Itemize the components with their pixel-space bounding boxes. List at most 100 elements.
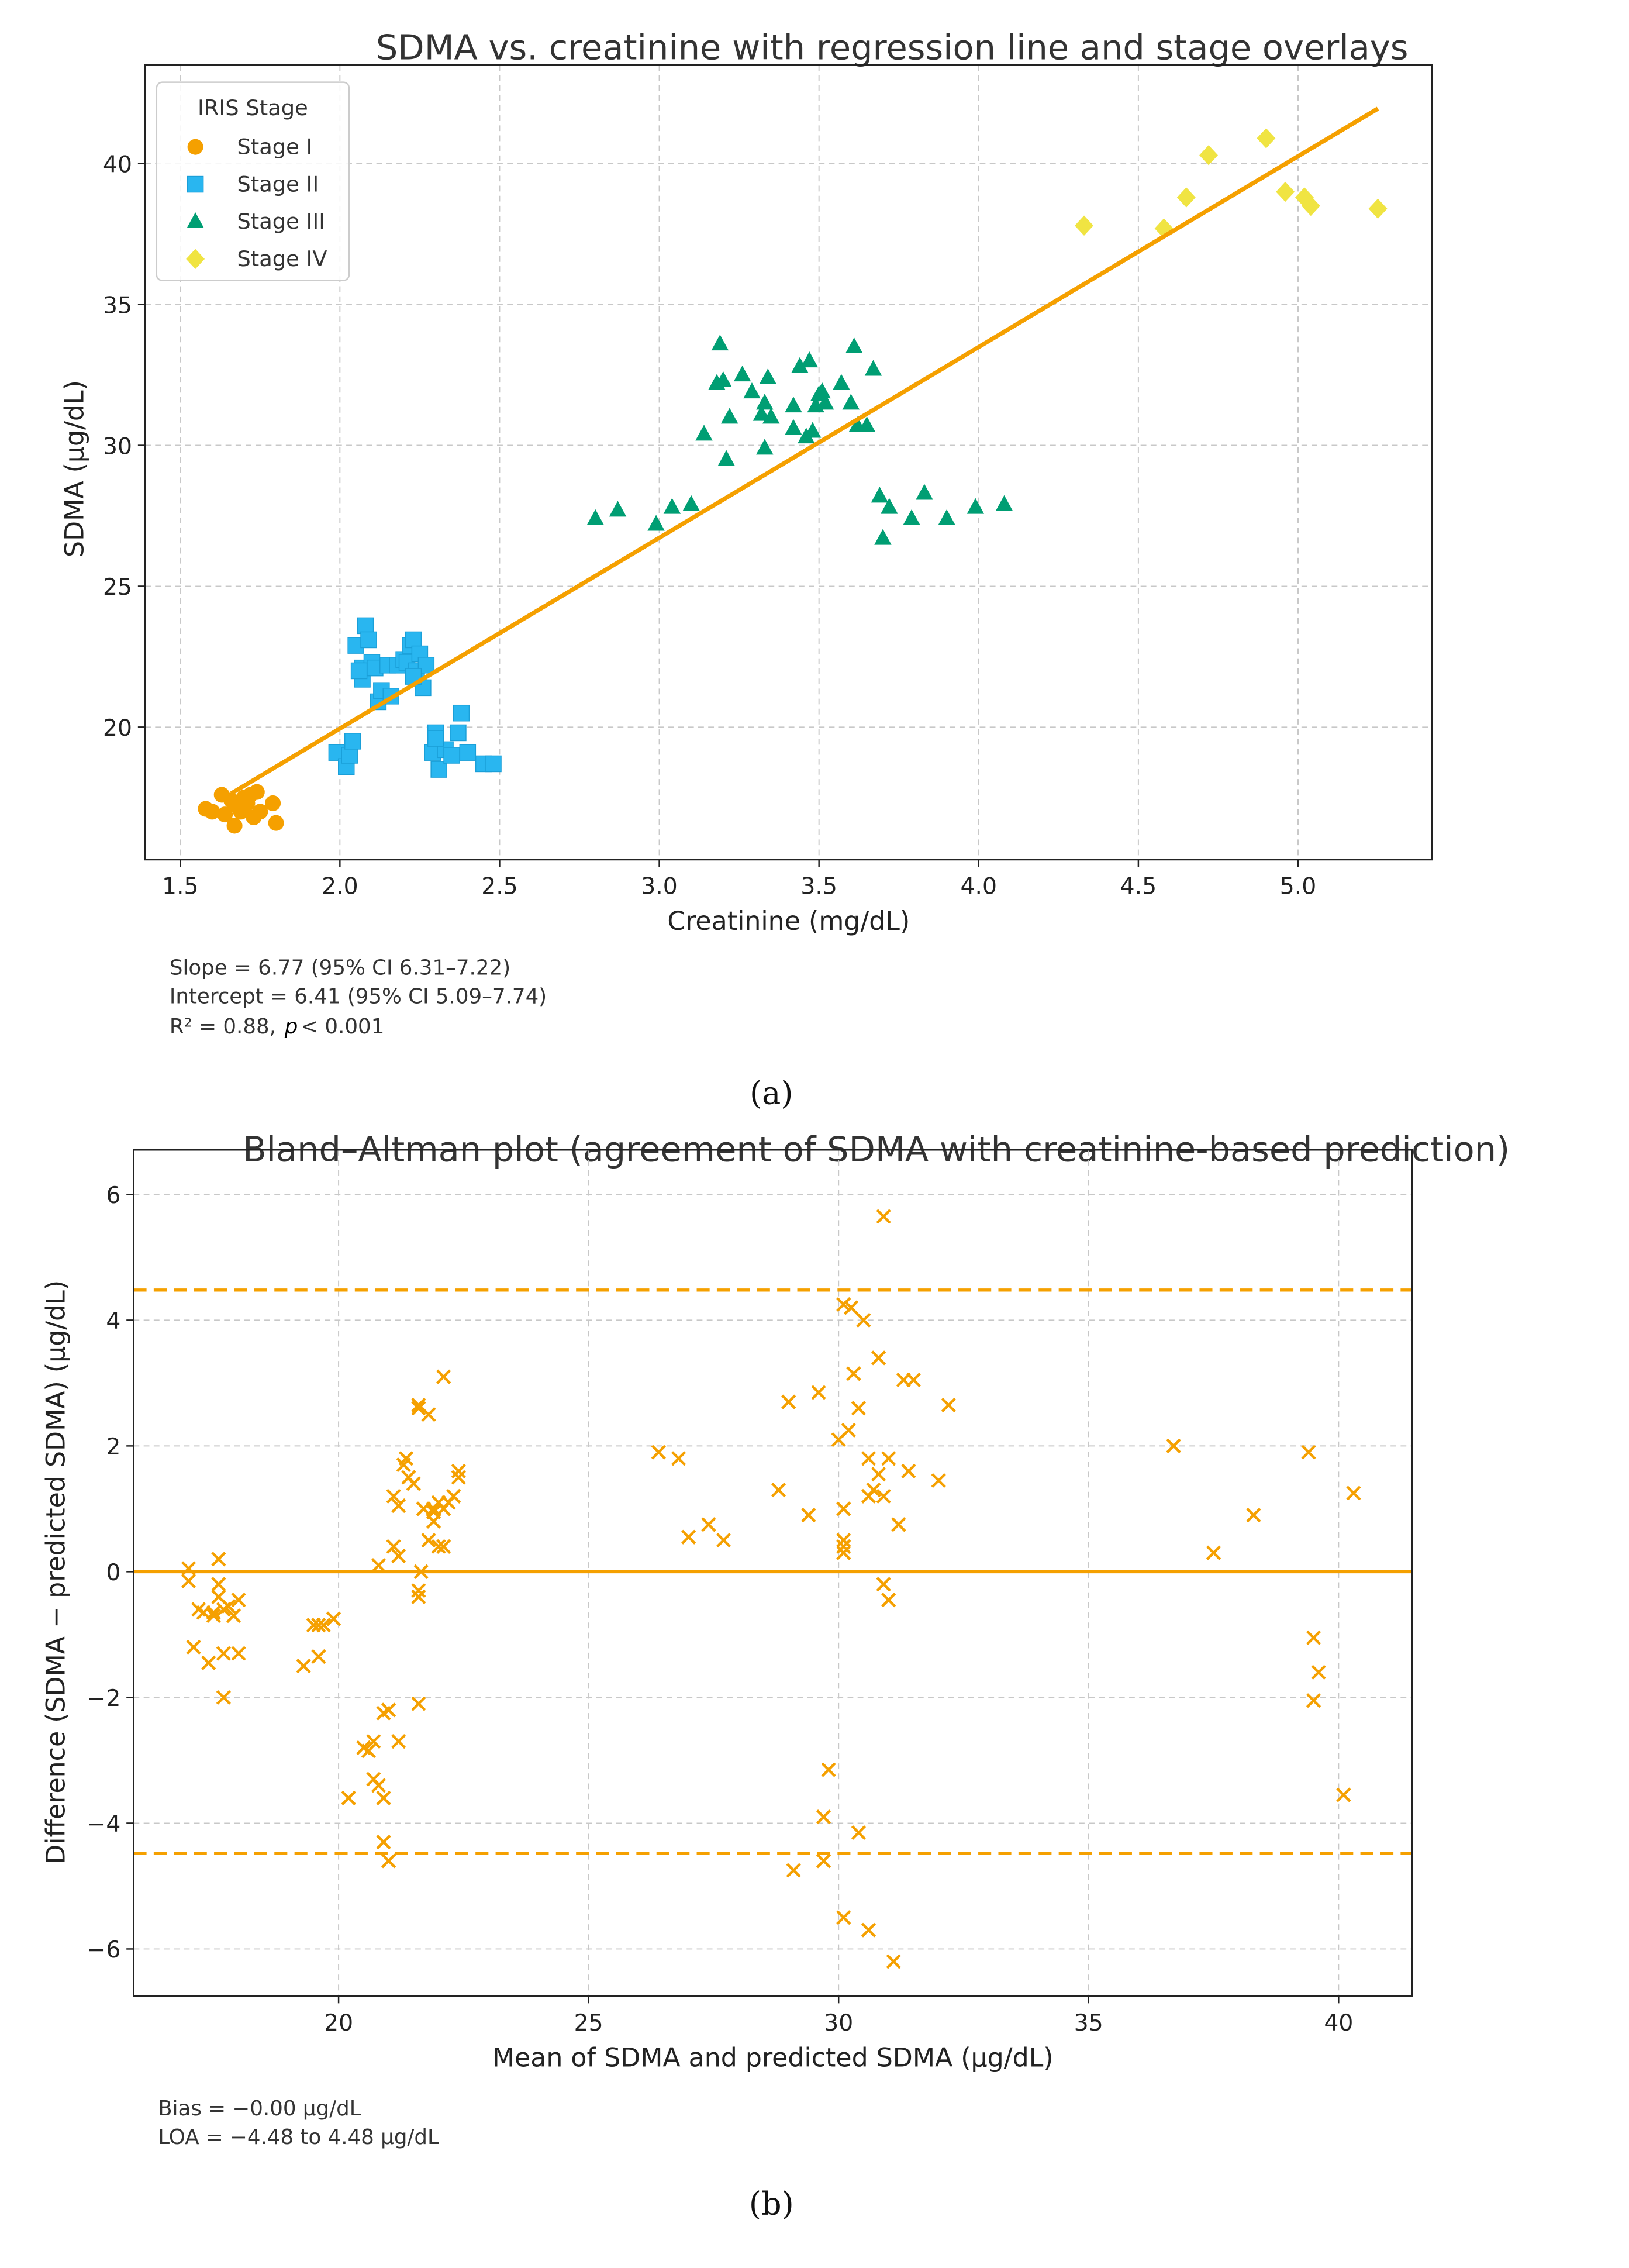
data-point [771,1483,786,1498]
data-point [406,1476,421,1491]
data-point [386,1539,401,1554]
data-point [881,1451,896,1466]
legend-label: Stage I [237,134,312,159]
data-point [386,1488,401,1504]
data-point [211,1577,226,1592]
legend-marker-stage-iii [187,212,204,228]
x-tick-label: 2.0 [322,874,358,900]
data-point [876,1209,891,1224]
data-point [411,1401,426,1416]
data-point [938,509,955,525]
y-tick-label: 4 [106,1308,120,1335]
data-point [1336,1787,1351,1802]
legend-marker-stage-ii [187,175,204,193]
r2-text: R² = 0.88, [170,1015,276,1039]
y-tick-label: 20 [103,715,132,742]
data-point [874,529,892,545]
data-point [485,755,502,773]
data-point [1246,1508,1261,1523]
data-point [836,1545,851,1560]
data-point [311,1649,326,1664]
x-tick-label: 5.0 [1280,874,1317,900]
x-tick-label: 20 [324,2010,353,2036]
legend-items: Stage I Stage II Stage III Stage IV [186,134,327,271]
x-tick-label: 3.5 [800,874,837,900]
data-point [211,1552,226,1567]
panel-b-axes-frame [133,1149,1413,1997]
data-point [226,818,243,834]
data-point [1368,198,1388,219]
data-point [833,374,850,390]
data-point [785,397,802,413]
data-point [813,382,831,399]
data-point [450,724,467,742]
data-point [391,1734,406,1749]
data-point [1306,1693,1321,1708]
data-point [836,1501,851,1516]
legend-title: IRIS Stage [198,95,308,120]
data-point [800,351,819,368]
panel-a-grid [145,65,1433,860]
data-point [881,1593,896,1608]
data-point [864,360,882,376]
data-point [906,1372,922,1388]
data-point [1206,1545,1221,1560]
data-point [931,1473,946,1488]
data-point [311,1618,326,1633]
y-tick-label: 6 [106,1183,120,1209]
data-point [391,1498,406,1514]
data-point [204,804,220,820]
p-value: < 0.001 [301,1015,384,1039]
p-symbol: p [284,1015,298,1039]
data-point [1306,1630,1321,1645]
panel-a-marks [198,106,1388,834]
data-point [753,405,771,421]
data-point [941,1397,956,1413]
data-point [891,1517,906,1532]
y-tick-label: 35 [103,292,132,319]
x-tick-label: 25 [574,2010,603,2036]
data-point [360,631,377,649]
data-point [443,747,460,764]
data-point [995,495,1013,511]
data-point [436,1539,451,1554]
data-point [866,1483,881,1498]
data-point [846,1366,861,1381]
data-point [876,1577,891,1592]
data-point [430,761,447,778]
data-point [381,1853,396,1869]
data-point [381,1702,396,1718]
caption-b: (b) [749,2186,794,2222]
panel-a-title: SDMA vs. creatinine with regression line… [376,27,1409,67]
y-tick-label: 0 [106,1560,120,1586]
data-point [391,1548,406,1564]
data-point [1301,1445,1316,1460]
data-point [816,1853,831,1869]
data-point [453,704,470,722]
data-point [841,1422,856,1438]
x-tick-label: 2.5 [481,874,518,900]
data-point [861,1451,876,1466]
data-point [903,509,920,525]
data-point [226,1608,241,1624]
data-point [861,1922,876,1938]
panel-b-xlabel: Mean of SDMA and predicted SDMA (µg/dL) [492,2043,1054,2073]
x-tick-label: 4.5 [1120,874,1157,900]
data-point [371,1778,386,1793]
data-point [326,1611,341,1626]
data-point [682,495,700,511]
data-point [217,806,233,823]
data-point [711,335,729,351]
panel-b-ticks: 20 25 30 35 40 −6 −4 −2 0 2 4 6 [87,1183,1353,2036]
legend-label: Stage II [237,171,319,197]
data-point [1346,1485,1361,1501]
y-tick-label: 25 [103,574,132,601]
data-point [842,394,860,410]
loa-annotation: LOA = −4.48 to 4.48 µg/dL [158,2125,439,2149]
data-point [816,1809,831,1825]
y-tick-label: −4 [87,1811,120,1838]
data-point [695,425,713,441]
intercept-annotation: Intercept = 6.41 (95% CI 5.09–7.74) [170,984,547,1008]
panel-a-scatter: SDMA vs. creatinine with regression line… [60,27,1433,1111]
